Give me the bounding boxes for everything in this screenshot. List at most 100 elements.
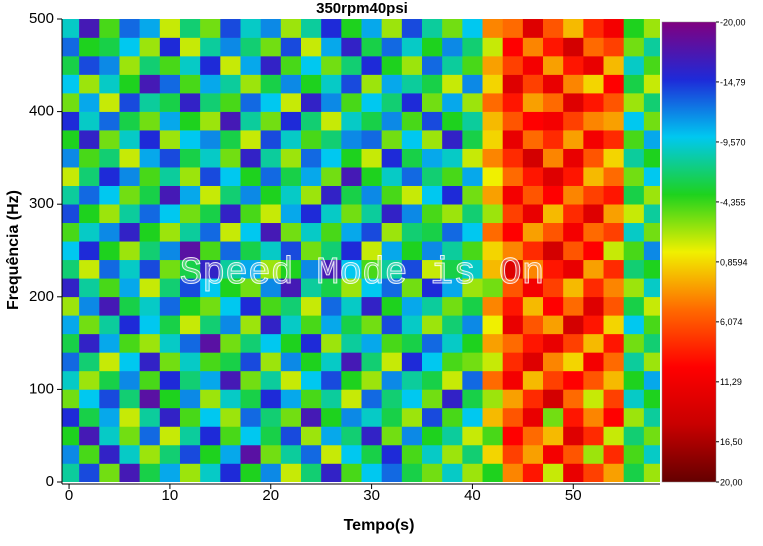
heat-cell bbox=[321, 56, 341, 75]
heat-cell bbox=[180, 426, 200, 445]
heat-cell bbox=[624, 278, 644, 297]
heat-cell bbox=[281, 408, 301, 427]
heat-cell bbox=[644, 408, 664, 427]
heat-cell bbox=[160, 19, 180, 38]
heat-cell bbox=[483, 112, 503, 131]
heat-cell bbox=[362, 204, 382, 223]
heat-cell bbox=[362, 334, 382, 353]
heat-cell bbox=[321, 389, 341, 408]
heat-cell bbox=[99, 315, 119, 334]
heat-cell bbox=[301, 408, 321, 427]
heat-cell bbox=[119, 130, 139, 149]
heat-cell bbox=[442, 186, 462, 205]
heat-cell bbox=[543, 38, 563, 57]
heat-cell bbox=[321, 426, 341, 445]
heat-cell bbox=[624, 19, 644, 38]
heat-cell bbox=[362, 445, 382, 464]
heat-cell bbox=[99, 19, 119, 38]
heat-cell bbox=[604, 38, 624, 57]
heat-cell bbox=[563, 334, 583, 353]
heat-cell bbox=[321, 75, 341, 94]
heat-cell bbox=[382, 389, 402, 408]
heat-cell bbox=[321, 408, 341, 427]
heat-cell bbox=[341, 352, 361, 371]
heat-cell bbox=[402, 112, 422, 131]
heat-cell bbox=[79, 445, 99, 464]
heat-cell bbox=[240, 75, 260, 94]
heat-cell bbox=[462, 371, 482, 390]
heat-cell bbox=[543, 371, 563, 390]
heat-cell bbox=[119, 352, 139, 371]
heat-cell bbox=[523, 426, 543, 445]
heat-cell bbox=[523, 38, 543, 57]
heat-cell bbox=[624, 112, 644, 131]
heat-cell bbox=[281, 371, 301, 390]
heat-cell bbox=[442, 445, 462, 464]
chart-title: 350rpm40psi bbox=[316, 0, 408, 17]
heat-cell bbox=[483, 315, 503, 334]
heat-cell bbox=[362, 19, 382, 38]
heat-cell bbox=[341, 445, 361, 464]
heat-cell bbox=[79, 278, 99, 297]
heat-cell bbox=[382, 463, 402, 482]
heat-cell bbox=[644, 297, 664, 316]
heat-cell bbox=[402, 19, 422, 38]
heat-cell bbox=[99, 352, 119, 371]
heat-cell bbox=[362, 75, 382, 94]
heat-cell bbox=[321, 112, 341, 131]
heat-cell bbox=[483, 426, 503, 445]
heat-cell bbox=[422, 371, 442, 390]
heat-cell bbox=[240, 389, 260, 408]
heat-cell bbox=[624, 334, 644, 353]
heat-cell bbox=[321, 352, 341, 371]
heat-cell bbox=[543, 463, 563, 482]
heat-cell bbox=[543, 408, 563, 427]
heat-cell bbox=[382, 315, 402, 334]
heat-cell bbox=[402, 149, 422, 168]
heat-cell bbox=[422, 334, 442, 353]
heat-cell bbox=[79, 223, 99, 242]
heat-cell bbox=[301, 112, 321, 131]
heat-cell bbox=[382, 371, 402, 390]
heat-cell bbox=[321, 204, 341, 223]
heat-cell bbox=[220, 130, 240, 149]
heat-cell bbox=[523, 463, 543, 482]
heat-cell bbox=[644, 19, 664, 38]
heat-cell bbox=[119, 56, 139, 75]
heat-cell bbox=[422, 130, 442, 149]
heat-cell bbox=[79, 315, 99, 334]
heat-cell bbox=[140, 223, 160, 242]
heat-cell bbox=[180, 352, 200, 371]
heat-cell bbox=[362, 38, 382, 57]
heat-cell bbox=[483, 352, 503, 371]
heat-cell bbox=[140, 463, 160, 482]
heat-cell bbox=[341, 389, 361, 408]
heat-cell bbox=[301, 445, 321, 464]
heat-cell bbox=[140, 389, 160, 408]
heat-cell bbox=[79, 130, 99, 149]
heat-cell bbox=[261, 19, 281, 38]
heat-cell bbox=[301, 463, 321, 482]
x-tick-label: 20 bbox=[262, 487, 279, 504]
heat-cell bbox=[402, 130, 422, 149]
heat-cell bbox=[99, 223, 119, 242]
heat-cell bbox=[583, 130, 603, 149]
heat-cell bbox=[119, 426, 139, 445]
heat-cell bbox=[462, 426, 482, 445]
heat-cell bbox=[644, 167, 664, 186]
heat-cell bbox=[180, 334, 200, 353]
heat-cell bbox=[240, 56, 260, 75]
heat-cell bbox=[483, 371, 503, 390]
heat-cell bbox=[483, 149, 503, 168]
heat-cell bbox=[79, 112, 99, 131]
heat-cell bbox=[79, 260, 99, 279]
heat-cell bbox=[624, 297, 644, 316]
heat-cell bbox=[261, 75, 281, 94]
heat-cell bbox=[563, 149, 583, 168]
heat-cell bbox=[402, 408, 422, 427]
heat-cell bbox=[402, 334, 422, 353]
heat-cell bbox=[442, 38, 462, 57]
y-tick-label: 500 bbox=[29, 10, 54, 27]
heat-cell bbox=[442, 223, 462, 242]
heat-cell bbox=[604, 19, 624, 38]
